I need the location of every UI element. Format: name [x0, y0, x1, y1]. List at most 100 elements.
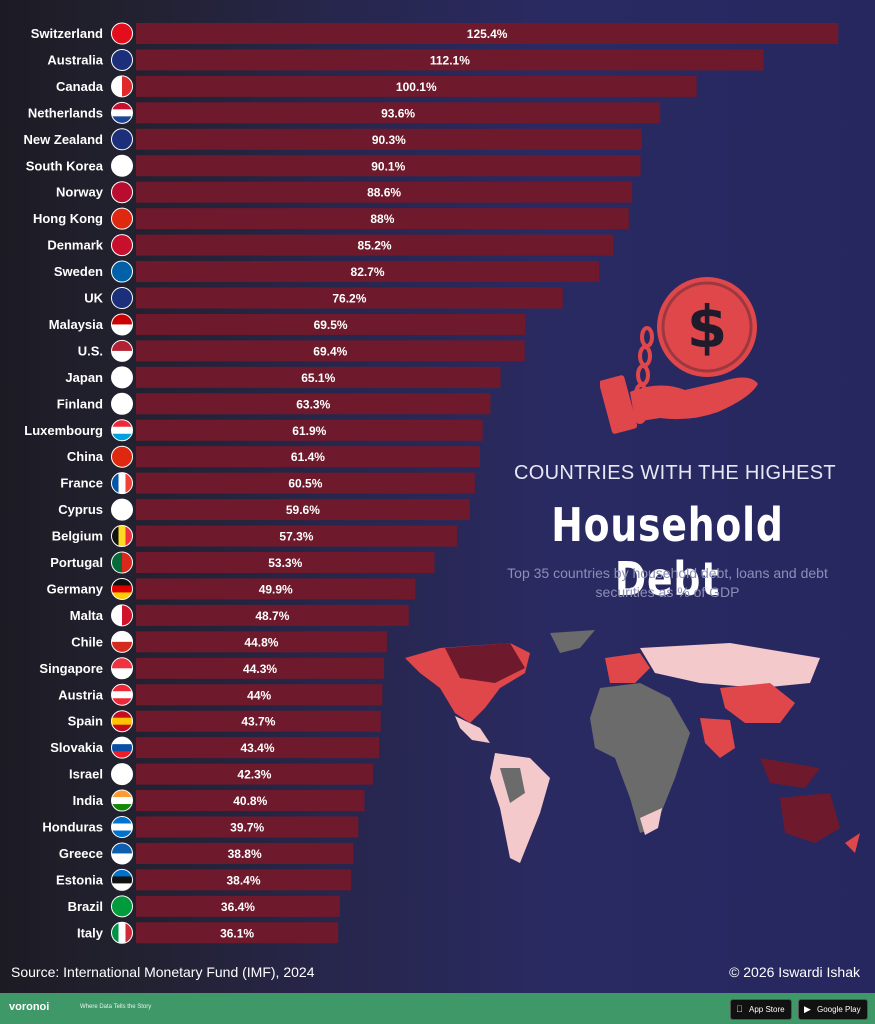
brand-logo[interactable]: voronoi: [9, 1001, 50, 1013]
china-flag-icon: [111, 445, 133, 468]
apple-icon: : [736, 1000, 743, 1019]
footer-bar: voronoi Where Data Tells the Story  App …: [0, 993, 875, 1024]
country-label: Norway: [56, 185, 104, 200]
value-label: 93.6%: [381, 106, 415, 120]
bar-row: Honduras 39.7%: [42, 816, 359, 838]
country-label: Netherlands: [28, 105, 103, 120]
bar-row: Greece 38.8%: [59, 842, 354, 865]
value-label: 85.2%: [358, 239, 392, 253]
sweden-flag-icon: [111, 260, 133, 283]
world-map-icon: [405, 630, 860, 863]
bar: [136, 208, 629, 230]
bar: [136, 155, 641, 177]
country-label: France: [60, 476, 103, 491]
italy-flag-icon: [111, 921, 133, 944]
value-label: 88%: [370, 212, 394, 226]
bar: [136, 446, 480, 468]
bar: [136, 234, 614, 256]
source-note: Source: International Monetary Fund (IMF…: [11, 964, 315, 980]
belgium-flag-icon: [111, 525, 133, 548]
value-label: 76.2%: [332, 292, 366, 306]
bar: [136, 313, 526, 335]
country-label: South Korea: [26, 158, 104, 173]
country-label: Switzerland: [31, 26, 103, 41]
bar-row: Denmark 85.2%: [47, 234, 614, 257]
bar-row: Cyprus 59.6%: [58, 498, 470, 521]
app-store-button[interactable]:  App Store: [730, 999, 792, 1020]
canada-flag-icon: [111, 75, 133, 98]
chile-flag-icon: [111, 630, 133, 653]
copyright-note: © 2026 Iswardi Ishak: [729, 964, 860, 980]
greece-flag-icon: [111, 842, 133, 865]
bar: [136, 181, 633, 203]
bar: [136, 578, 416, 600]
bar: [136, 499, 470, 521]
country-label: Japan: [65, 370, 103, 385]
country-label: Singapore: [39, 661, 103, 676]
country-label: Brazil: [68, 899, 103, 914]
google-play-button[interactable]: ▶ Google Play: [798, 999, 868, 1020]
value-label: 36.4%: [221, 900, 255, 914]
cyprus-flag-icon: [111, 498, 133, 521]
bar: [136, 657, 385, 679]
bar-row: India 40.8%: [73, 789, 365, 812]
country-label: Finland: [57, 396, 103, 411]
country-label: UK: [84, 291, 103, 306]
value-label: 90.3%: [372, 133, 406, 147]
country-label: Portugal: [50, 555, 103, 570]
bar: [136, 763, 373, 785]
bar-row: Finland 63.3%: [57, 392, 491, 415]
bar-row: Portugal 53.3%: [50, 551, 435, 574]
value-label: 63.3%: [296, 397, 330, 411]
value-label: 90.1%: [371, 159, 405, 173]
bar-row: New Zealand 90.3%: [24, 128, 642, 151]
bar: [136, 128, 642, 150]
brazil-flag-icon: [111, 895, 133, 918]
value-label: 112.1%: [430, 53, 470, 67]
bar: [136, 842, 354, 864]
japan-flag-icon: [111, 366, 133, 389]
value-label: 38.8%: [228, 847, 262, 861]
bar-row: Estonia 38.4%: [56, 868, 352, 891]
estonia-flag-icon: [111, 868, 133, 891]
honduras-flag-icon: [111, 816, 133, 838]
country-label: Italy: [77, 925, 104, 940]
bar: [136, 49, 764, 71]
bar: [136, 631, 387, 653]
bar-row: Slovakia 43.4%: [50, 736, 380, 759]
austria-flag-icon: [111, 683, 133, 706]
bar: [136, 710, 381, 732]
denmark-flag-icon: [111, 234, 133, 257]
australia-flag-icon: [111, 48, 133, 71]
value-label: 42.3%: [237, 768, 271, 782]
spain-flag-icon: [111, 710, 133, 733]
bar-row: U.S. 69.4%: [78, 339, 525, 362]
bar-row: Australia 112.1%: [47, 48, 764, 71]
value-label: 82.7%: [351, 265, 385, 279]
value-label: 44%: [247, 688, 271, 702]
bar: [136, 552, 435, 573]
israel-flag-icon: [111, 763, 133, 786]
value-label: 39.7%: [230, 821, 264, 835]
country-label: Spain: [68, 714, 103, 729]
singapore-flag-icon: [111, 657, 133, 680]
value-label: 125.4%: [467, 27, 508, 41]
bar: [136, 340, 525, 362]
value-label: 48.7%: [255, 609, 289, 623]
country-label: Luxembourg: [24, 423, 103, 438]
value-label: 49.9%: [259, 582, 293, 596]
bar: [136, 790, 365, 812]
bar: [136, 684, 383, 706]
value-label: 43.4%: [241, 741, 275, 755]
bar-row: Belgium 57.3%: [52, 525, 457, 548]
play-icon: ▶: [804, 1004, 811, 1014]
country-label: Greece: [59, 846, 103, 861]
bar-row: South Korea 90.1%: [26, 154, 641, 177]
value-label: 53.3%: [268, 556, 302, 570]
bar-row: Malta 48.7%: [70, 604, 409, 627]
value-label: 61.4%: [291, 450, 325, 464]
bar: [136, 419, 483, 441]
value-label: 65.1%: [301, 371, 335, 385]
country-label: Estonia: [56, 872, 104, 887]
value-label: 69.4%: [313, 344, 347, 358]
